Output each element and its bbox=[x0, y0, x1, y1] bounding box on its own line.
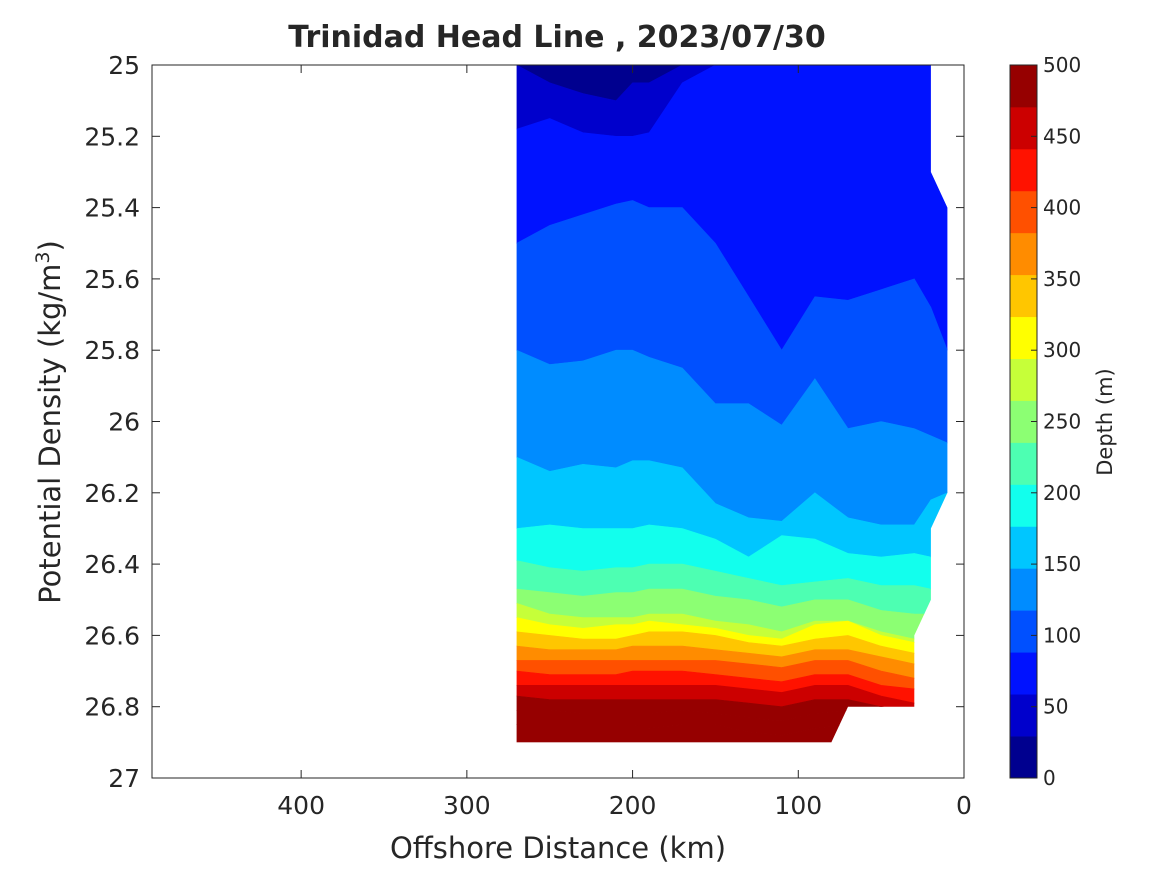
colorbar-segment bbox=[1010, 358, 1037, 401]
tick-marks bbox=[152, 64, 965, 779]
colorbar-segment bbox=[1010, 106, 1037, 150]
colorbar-tick-label: 0 bbox=[1043, 766, 1056, 790]
colorbar bbox=[1009, 64, 1038, 779]
x-tick-label: 300 bbox=[443, 791, 491, 820]
colorbar-tick-label: 350 bbox=[1043, 267, 1081, 291]
colorbar-tick-label: 150 bbox=[1043, 552, 1081, 576]
contour-layer bbox=[516, 65, 948, 743]
colorbar-segment bbox=[1010, 694, 1037, 737]
y-tick-label: 26.6 bbox=[84, 621, 140, 650]
colorbar-segment bbox=[1010, 484, 1037, 527]
x-tick-label: 100 bbox=[774, 791, 822, 820]
colorbar-tick-labels: 0 50 100 150 200 250 300 350 400 450 500 bbox=[1043, 53, 1081, 790]
x-axis-label: Offshore Distance (km) bbox=[390, 831, 726, 865]
colorbar-segment bbox=[1010, 190, 1037, 234]
y-tick-label: 25 bbox=[108, 51, 140, 80]
colorbar-segment bbox=[1010, 274, 1037, 318]
colorbar-segment bbox=[1010, 316, 1037, 359]
y-axis-label-superscript: 3 bbox=[32, 251, 54, 263]
colorbar-segment bbox=[1010, 442, 1037, 485]
y-axis-label-close: ) bbox=[33, 240, 67, 251]
colorbar-tick-label: 100 bbox=[1043, 623, 1081, 647]
colorbar-segment bbox=[1010, 610, 1037, 653]
y-tick-label: 25.2 bbox=[84, 122, 140, 151]
y-tick-label: 26.8 bbox=[84, 693, 140, 722]
colorbar-segment bbox=[1010, 526, 1037, 569]
colorbar-segment bbox=[1010, 568, 1037, 611]
y-tick-label: 25.8 bbox=[84, 336, 140, 365]
y-tick-label: 26 bbox=[108, 408, 140, 437]
y-tick-label: 26.4 bbox=[84, 550, 140, 579]
colorbar-tick-label: 450 bbox=[1043, 124, 1081, 148]
y-tick-label: 25.4 bbox=[84, 194, 140, 223]
colorbar-label: Depth (m) bbox=[1093, 368, 1117, 475]
colorbar-tick-label: 300 bbox=[1043, 338, 1081, 362]
x-tick-label: 0 bbox=[956, 791, 972, 820]
y-tick-labels: 25 25.2 25.4 25.6 25.8 26 26.2 26.4 26.6 26.8 27 bbox=[84, 51, 140, 793]
x-tick-labels: 400 300 200 100 0 bbox=[277, 791, 972, 820]
colorbar-segment bbox=[1010, 652, 1037, 695]
colorbar-segment bbox=[1010, 232, 1037, 276]
colorbar-segment bbox=[1010, 148, 1037, 192]
x-tick-label: 200 bbox=[609, 791, 657, 820]
y-axis-label: Potential Density (kg/m3) bbox=[32, 240, 67, 604]
colorbar-tick-label: 400 bbox=[1043, 196, 1081, 220]
colorbar-tick-label: 200 bbox=[1043, 481, 1081, 505]
x-tick-label: 400 bbox=[277, 791, 325, 820]
colorbar-tick-label: 250 bbox=[1043, 410, 1081, 434]
y-tick-label: 27 bbox=[108, 764, 140, 793]
colorbar-segment bbox=[1010, 65, 1037, 108]
y-tick-label: 25.6 bbox=[84, 265, 140, 294]
colorbar-tick-label: 500 bbox=[1043, 53, 1081, 77]
colorbar-tick-label: 50 bbox=[1043, 695, 1068, 719]
y-axis-label-main: Potential Density (kg/m bbox=[33, 264, 67, 604]
chart-title: Trinidad Head Line , 2023/07/30 bbox=[288, 20, 825, 55]
y-tick-label: 26.2 bbox=[84, 479, 140, 508]
colorbar-segment bbox=[1010, 736, 1037, 779]
